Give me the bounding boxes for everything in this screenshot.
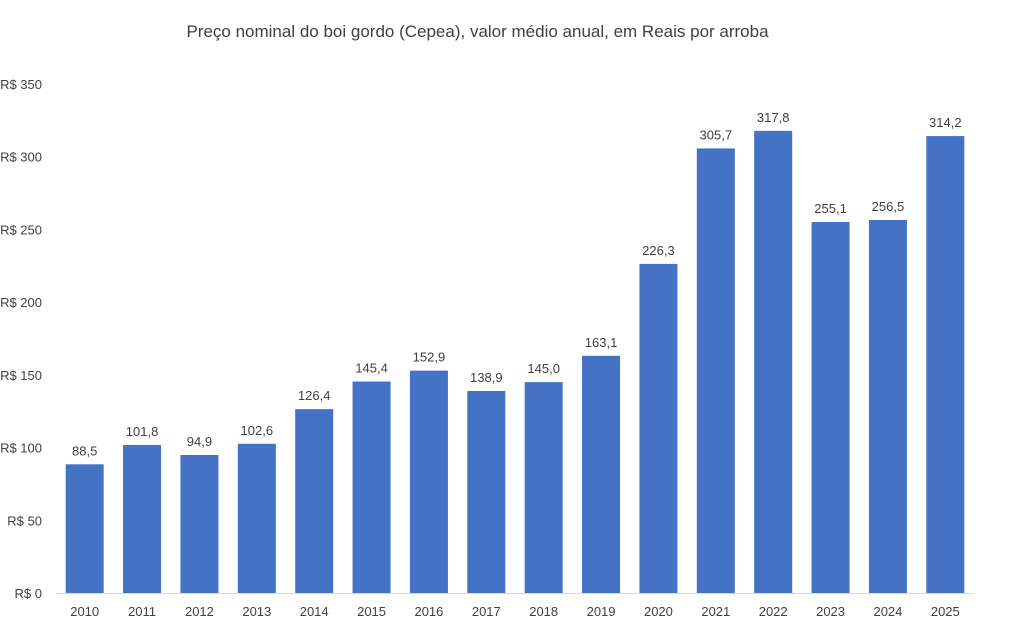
x-tick-label: 2017 [472, 604, 501, 619]
data-label: 145,4 [355, 361, 388, 376]
y-tick-label: R$ 300 [0, 150, 42, 165]
data-label: 88,5 [72, 443, 97, 458]
x-tick-label: 2011 [128, 604, 156, 619]
data-label: 314,2 [929, 115, 962, 130]
x-tick-label: 2021 [701, 604, 730, 619]
x-tick-label: 2018 [529, 604, 558, 619]
data-label: 138,9 [470, 370, 503, 385]
bar [696, 148, 735, 593]
bar [524, 382, 563, 593]
x-tick-label: 2022 [759, 604, 788, 619]
data-label: 102,6 [241, 423, 274, 438]
data-label: 255,1 [814, 201, 847, 216]
bar [409, 370, 448, 593]
x-tick-label: 2019 [587, 604, 616, 619]
x-tick-label: 2012 [185, 604, 214, 619]
x-tick-label: 2023 [816, 604, 845, 619]
y-tick-label: R$ 350 [0, 77, 42, 92]
bar [295, 409, 334, 593]
y-tick-label: R$ 250 [0, 222, 42, 237]
data-label: 145,0 [527, 361, 560, 376]
data-label: 305,7 [700, 127, 733, 142]
data-label: 152,9 [413, 350, 446, 365]
y-tick-label: R$ 50 [7, 513, 42, 528]
data-label: 317,8 [757, 110, 790, 125]
data-label: 94,9 [187, 434, 212, 449]
bar [639, 263, 678, 593]
x-tick-label: 2014 [300, 604, 329, 619]
bar [237, 443, 276, 593]
x-tick-label: 2010 [70, 604, 99, 619]
bar [582, 355, 621, 593]
bar [868, 219, 907, 593]
bar [65, 464, 104, 593]
data-label: 256,5 [872, 199, 905, 214]
data-label: 226,3 [642, 243, 675, 258]
x-tick-label: 2025 [931, 604, 960, 619]
bar [467, 390, 506, 593]
y-tick-label: R$ 150 [0, 368, 42, 383]
bar [352, 381, 391, 593]
bar [754, 130, 793, 593]
data-label: 163,1 [585, 335, 618, 350]
x-tick-label: 2013 [242, 604, 271, 619]
chart-title: Preço nominal do boi gordo (Cepea), valo… [186, 22, 769, 41]
x-tick-label: 2020 [644, 604, 673, 619]
x-tick-label: 2015 [357, 604, 386, 619]
x-tick-label: 2024 [873, 604, 902, 619]
bar [180, 454, 219, 593]
y-tick-label: R$ 100 [0, 441, 42, 456]
bar [123, 444, 162, 593]
data-label: 101,8 [126, 424, 159, 439]
bar [926, 136, 965, 594]
y-tick-label: R$ 200 [0, 295, 42, 310]
y-tick-label: R$ 0 [15, 586, 42, 601]
x-tick-label: 2016 [414, 604, 443, 619]
bar [811, 222, 850, 593]
data-label: 126,4 [298, 388, 331, 403]
